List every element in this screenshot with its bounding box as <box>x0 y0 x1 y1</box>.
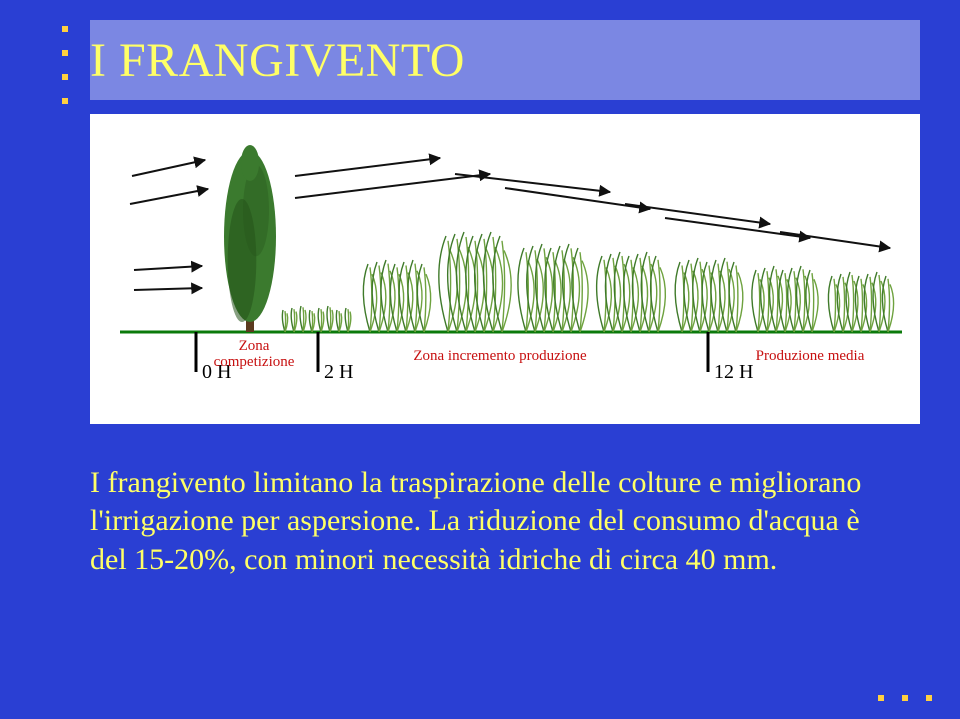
windbreak-diagram: 0 H2 H12 HZonacompetizioneZona increment… <box>90 114 920 424</box>
bullet-icon <box>878 695 884 701</box>
body-text: I frangivento limitano la traspirazione … <box>90 464 920 579</box>
bullet-icon <box>926 695 932 701</box>
footer-bullet-rail <box>878 695 932 701</box>
slide-title: I FRANGIVENTO <box>90 33 465 88</box>
bullet-icon <box>62 98 68 104</box>
diagram-svg: 0 H2 H12 HZonacompetizioneZona increment… <box>90 114 912 424</box>
svg-text:competizione: competizione <box>214 354 295 370</box>
svg-text:Zona incremento produzione: Zona incremento produzione <box>413 348 587 364</box>
bullet-icon <box>902 695 908 701</box>
svg-text:Zona: Zona <box>239 338 270 354</box>
slide: I FRANGIVENTO 0 H2 H12 HZonacompetizione… <box>0 0 960 719</box>
bullet-icon <box>62 50 68 56</box>
svg-text:12 H: 12 H <box>714 361 753 383</box>
title-bar: I FRANGIVENTO <box>90 20 920 100</box>
svg-text:Produzione media: Produzione media <box>756 348 865 364</box>
svg-text:2 H: 2 H <box>324 361 353 383</box>
bullet-icon <box>62 74 68 80</box>
left-bullet-rail <box>62 26 72 122</box>
bullet-icon <box>62 26 68 32</box>
